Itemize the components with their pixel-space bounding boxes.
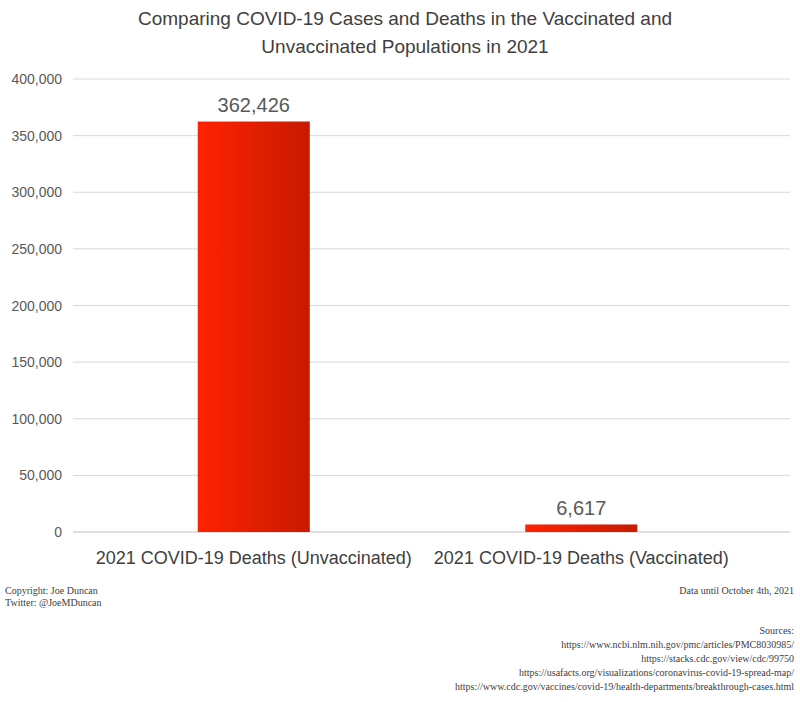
- y-tick-label: 0: [54, 524, 62, 540]
- footer-text: Copyright: Joe Duncan: [5, 585, 98, 596]
- grid-line: [73, 418, 790, 419]
- grid-line: [73, 362, 790, 363]
- footer-note: Data until October 4th, 2021: [679, 585, 794, 596]
- y-tick-label: 100,000: [11, 411, 62, 427]
- x-tick-label: 2021 COVID-19 Deaths (Vaccinated): [434, 548, 729, 568]
- grid-line: [73, 475, 790, 476]
- y-tick-label: 250,000: [11, 241, 62, 257]
- y-tick-label: 350,000: [11, 128, 62, 144]
- source-url: https://www.ncbi.nlm.nih.gov/pmc/article…: [561, 639, 794, 650]
- bars: [198, 122, 638, 532]
- grid-line: [73, 248, 790, 249]
- x-tick-label: 2021 COVID-19 Deaths (Unvaccinated): [96, 548, 412, 568]
- grid-line: [73, 135, 790, 136]
- data-label: 362,426: [218, 94, 290, 116]
- y-tick-label: 150,000: [11, 354, 62, 370]
- chart: Comparing COVID-19 Cases and Deaths in t…: [0, 0, 800, 702]
- y-tick-label: 400,000: [11, 71, 62, 87]
- y-tick-label: 50,000: [19, 467, 62, 483]
- bar: [198, 122, 310, 532]
- source-url: https://www.cdc.gov/vaccines/covid-19/he…: [455, 681, 794, 692]
- bar-shade: [525, 525, 637, 532]
- sources-title: Sources:: [760, 625, 794, 636]
- background: [0, 0, 800, 702]
- bar: [525, 525, 637, 532]
- grid-line: [73, 305, 790, 306]
- data-label: 6,617: [556, 497, 606, 519]
- source-url: https://stacks.cdc.gov/view/cdc/99750: [641, 653, 794, 664]
- grid: [73, 79, 790, 532]
- y-tick-label: 200,000: [11, 298, 62, 314]
- grid-line: [73, 79, 790, 80]
- title: Comparing COVID-19 Cases and Deaths in t…: [138, 8, 672, 29]
- y-tick-label: 300,000: [11, 184, 62, 200]
- source-url: https://usafacts.org/visualizations/coro…: [519, 667, 794, 678]
- title: Unvaccinated Populations in 2021: [261, 36, 548, 57]
- footer-text: Twitter: @JoeMDuncan: [5, 597, 102, 608]
- bar-shade: [198, 122, 310, 532]
- grid-line: [73, 532, 790, 533]
- grid-line: [73, 192, 790, 193]
